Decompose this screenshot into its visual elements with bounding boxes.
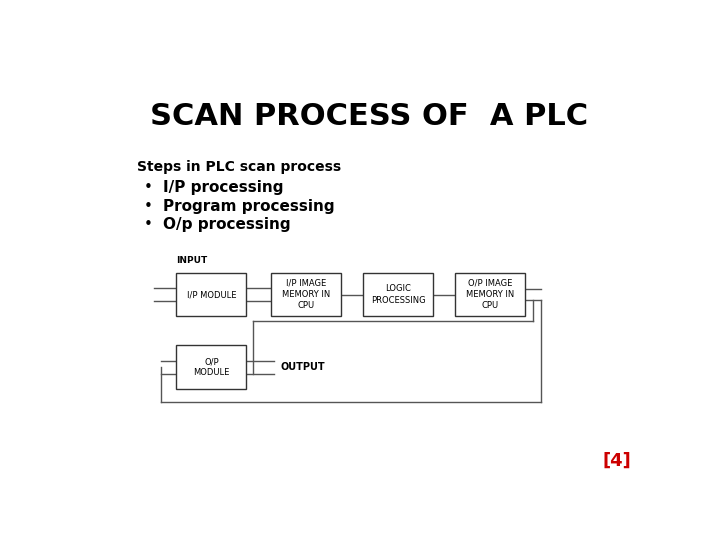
Text: O/p processing: O/p processing (163, 218, 290, 232)
Text: •: • (144, 180, 153, 195)
Text: •: • (144, 199, 153, 214)
Text: O/P IMAGE
MEMORY IN
CPU: O/P IMAGE MEMORY IN CPU (467, 279, 515, 310)
Text: INPUT: INPUT (176, 256, 208, 265)
Text: I/P MODULE: I/P MODULE (186, 290, 236, 299)
Bar (271, 273, 341, 316)
Bar (176, 346, 246, 389)
Bar (456, 273, 526, 316)
Text: I/P processing: I/P processing (163, 180, 283, 195)
Text: O/P
MODULE: O/P MODULE (193, 357, 230, 377)
Text: I/P IMAGE
MEMORY IN
CPU: I/P IMAGE MEMORY IN CPU (282, 279, 330, 310)
Text: •: • (144, 218, 153, 232)
Text: OUTPUT: OUTPUT (281, 362, 325, 372)
Text: LOGIC
PROCESSING: LOGIC PROCESSING (371, 285, 426, 305)
Text: Steps in PLC scan process: Steps in PLC scan process (138, 160, 341, 174)
Bar (176, 273, 246, 316)
Text: Program processing: Program processing (163, 199, 334, 214)
Text: [4]: [4] (603, 452, 631, 470)
Bar (364, 273, 433, 316)
Text: SCAN PROCESS OF  A PLC: SCAN PROCESS OF A PLC (150, 102, 588, 131)
